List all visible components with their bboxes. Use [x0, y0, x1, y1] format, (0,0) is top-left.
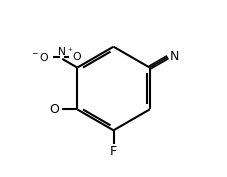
- Text: $^+$: $^+$: [66, 47, 73, 56]
- Text: N: N: [58, 47, 66, 57]
- Text: F: F: [110, 145, 117, 158]
- Text: N: N: [170, 50, 179, 63]
- Text: $^-$O: $^-$O: [30, 52, 50, 64]
- Text: O: O: [50, 103, 59, 116]
- Text: O: O: [72, 53, 81, 62]
